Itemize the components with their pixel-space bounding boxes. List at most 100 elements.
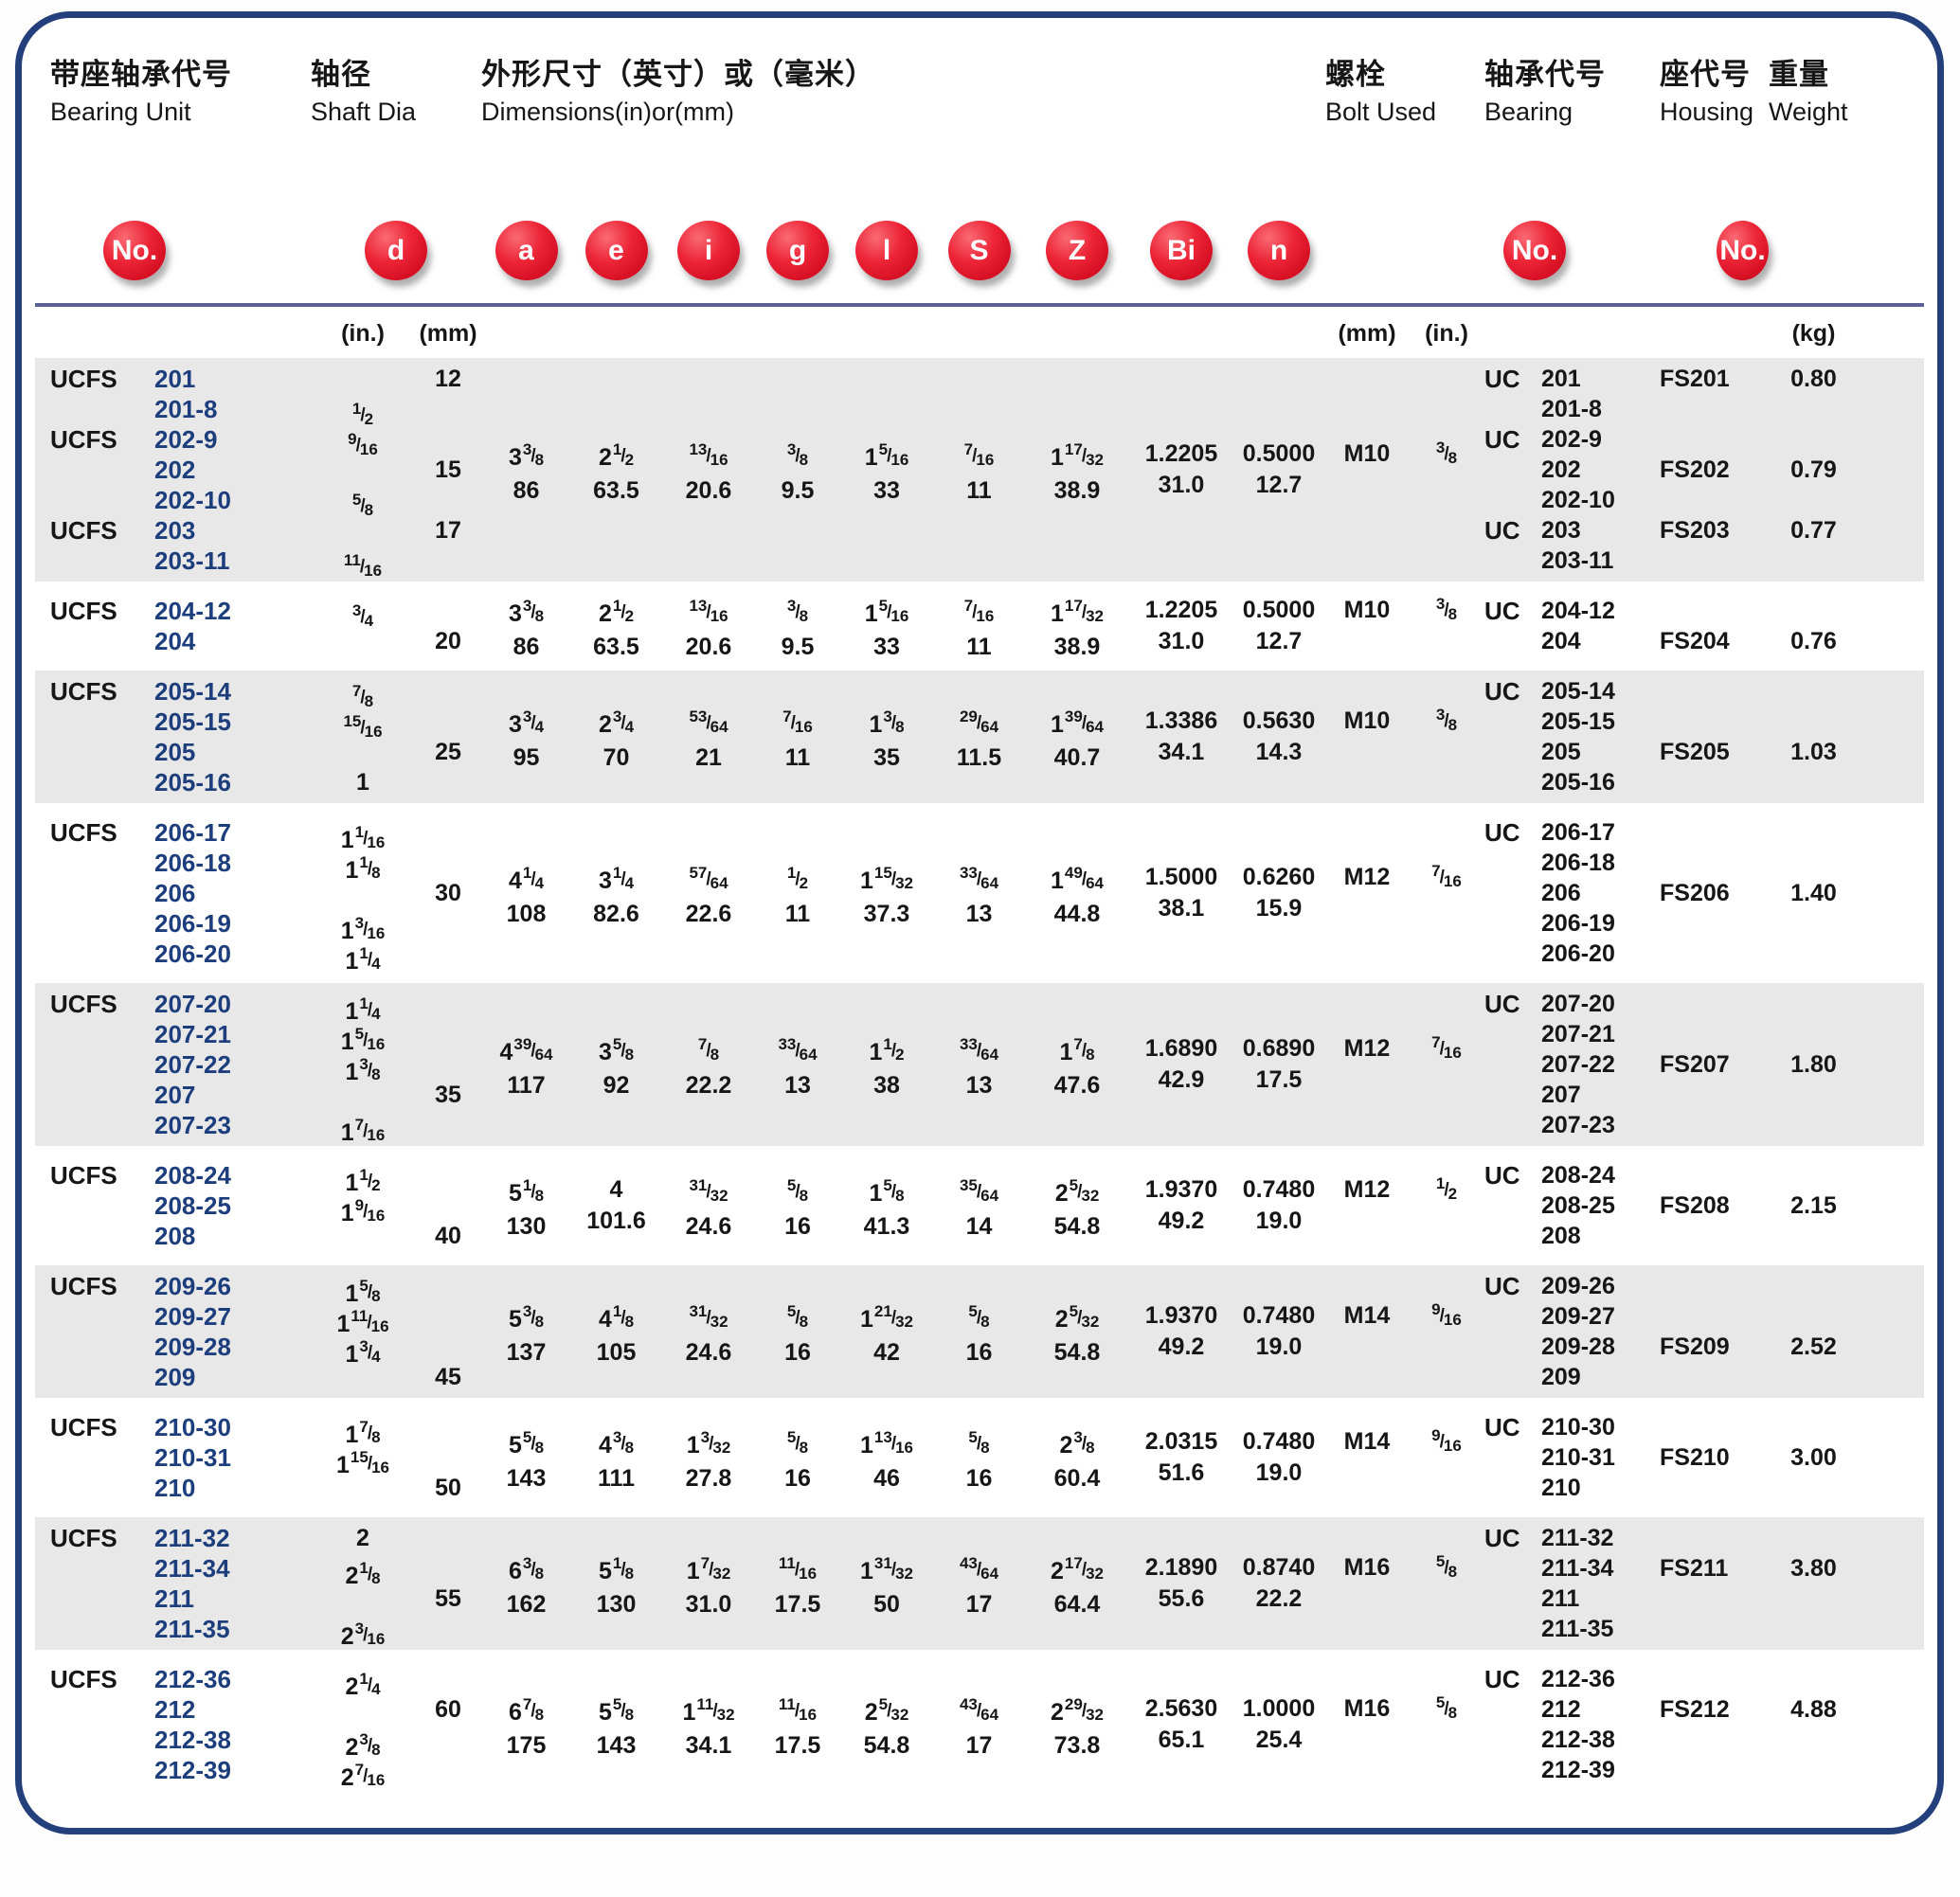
unit-number: 210-31 [154, 1443, 231, 1472]
bolt-size-in: 5/8 [1435, 1692, 1458, 1722]
shaft-dia-in: 11/8 [345, 853, 381, 884]
unit-number: 206 [154, 879, 196, 907]
unit-number: 206-19 [154, 909, 231, 938]
spec-block: UCFS 208-24 11/2 UC 208-24 208-25 19/16 208-25 F… [35, 1154, 1924, 1257]
bolt-size-in: 7/16 [1431, 861, 1462, 890]
bearing-number: 201 [1541, 366, 1581, 392]
shaft-dia-mm: 40 [435, 1223, 461, 1249]
unit-label-shaft-in: (in.) [341, 319, 385, 347]
bearing-number: 211-35 [1541, 1616, 1614, 1642]
unit-series-prefix: UCFS [50, 1524, 117, 1552]
dim-g: 1/2 11 [784, 863, 811, 927]
bearing-number: 207 [1541, 1082, 1581, 1108]
unit-number: 208 [154, 1222, 196, 1250]
bearing-number: 209-27 [1541, 1303, 1615, 1330]
shaft-dia-mm: 15 [435, 456, 461, 483]
spec-block: UCFS 201 12 UC 201 FS201 0.80 201-8 1/2 201-8 UCFS… [35, 358, 1924, 582]
dim-n: 0.7480 19.0 [1242, 1176, 1316, 1234]
unit-label-weight: (kg) [1791, 319, 1836, 347]
shaft-dia-in: 11/4 [345, 944, 381, 975]
shaft-dia-in: 21/8 [345, 1559, 381, 1589]
unit-series-prefix: UCFS [50, 1161, 117, 1190]
badge-cell: e [571, 221, 661, 280]
bearing-number: 210-31 [1541, 1444, 1615, 1471]
unit-number: 212-36 [154, 1665, 231, 1693]
shaft-dia-in: 23/16 [340, 1620, 386, 1650]
badge-bearing-no: No. [1503, 221, 1566, 280]
header-shaft-dia-zh: 轴径 [311, 58, 371, 91]
bearing-number: 208-24 [1541, 1162, 1615, 1189]
bearing-number: 206-19 [1541, 910, 1615, 937]
shaft-dia-in: 23/8 [345, 1730, 381, 1761]
unit-number: 208-24 [154, 1161, 231, 1190]
unit-number: 212 [154, 1695, 196, 1724]
dim-g: 5/8 16 [784, 1301, 811, 1366]
dim-S: 35/64 14 [959, 1175, 999, 1240]
badge-g: g [766, 221, 829, 280]
shaft-dia-mm: 55 [435, 1585, 461, 1612]
shaft-dia-in: 115/16 [335, 1448, 390, 1478]
bearing-number: 212-39 [1541, 1757, 1615, 1783]
bearing-number: 204-12 [1541, 598, 1615, 624]
bolt-size-in: 9/16 [1431, 1299, 1462, 1329]
bearing-number: 209 [1541, 1364, 1581, 1390]
weight-kg: 1.80 [1790, 1051, 1837, 1078]
bearing-number: 205-14 [1541, 678, 1615, 705]
unit-number: 201-8 [154, 395, 218, 423]
dim-i: 13/32 27.8 [685, 1427, 732, 1492]
dim-i: 17/32 31.0 [685, 1553, 732, 1618]
badge-cell: a [481, 221, 571, 280]
badge-cell: No. [50, 221, 311, 280]
shaft-dia-in: 3/4 [351, 601, 374, 630]
unit-series-prefix: UCFS [50, 1413, 117, 1441]
dim-e: 31/4 82.6 [593, 863, 639, 927]
unit-number: 202 [154, 456, 196, 484]
shaft-dia-mm: 60 [435, 1696, 461, 1723]
dim-l: 15/16 33 [864, 596, 909, 660]
shaft-dia-in: 13/16 [340, 914, 386, 944]
dim-S: 7/16 11 [963, 439, 995, 504]
spec-block: UCFS 210-30 17/8 UC 210-30 210-31 115/16 210-31… [35, 1406, 1924, 1509]
dim-n: 0.7480 19.0 [1242, 1428, 1316, 1486]
unit-number: 202-10 [154, 486, 231, 514]
unit-series-prefix: UCFS [50, 990, 117, 1018]
dim-Bi: 2.0315 51.6 [1144, 1428, 1218, 1486]
badge-housing-no: No. [1717, 221, 1769, 280]
dim-Z: 217/32 64.4 [1050, 1553, 1105, 1618]
dim-Z: 25/32 54.8 [1053, 1301, 1101, 1366]
bearing-series-prefix: UC [1484, 425, 1520, 454]
bearing-number: 210-30 [1541, 1414, 1615, 1441]
dim-n: 0.5630 14.3 [1242, 707, 1316, 765]
dim-S: 43/64 17 [959, 1694, 999, 1759]
bolt-size-mm: M14 [1343, 1427, 1391, 1455]
dim-Bi: 1.2205 31.0 [1144, 440, 1218, 498]
badge-bi: Bi [1150, 221, 1213, 280]
dim-Z: 139/64 40.7 [1050, 707, 1105, 771]
header-bearing-unit: 带座轴承代号 Bearing Unit [50, 56, 311, 130]
unit-number: 203 [154, 516, 196, 545]
shaft-dia-in: 17/8 [345, 1418, 381, 1448]
housing-number: FS202 [1660, 456, 1730, 483]
header-dimensions: 外形尺寸（英寸）或（毫米） Dimensions(in)or(mm) [481, 56, 1325, 130]
unit-number: 209 [154, 1363, 196, 1391]
dim-e: 35/8 92 [598, 1034, 635, 1099]
shaft-dia-in: 11/16 [340, 823, 386, 853]
dim-e: 55/8 143 [596, 1694, 637, 1759]
unit-number: 210-30 [154, 1413, 231, 1441]
housing-number: FS205 [1660, 739, 1730, 765]
bearing-number: 202 [1541, 456, 1581, 483]
bearing-number: 210 [1541, 1475, 1581, 1501]
dim-e: 21/2 63.5 [593, 596, 639, 660]
unit-number: 211-35 [154, 1615, 230, 1643]
header-shaft-dia: 轴径 Shaft Dia [311, 56, 481, 130]
dim-n: 0.7480 19.0 [1242, 1302, 1316, 1360]
unit-number: 204 [154, 627, 196, 655]
column-badges-row: No. d a e i g l S Z Bi n No. No. [35, 221, 1924, 280]
unit-number: 206-17 [154, 818, 231, 847]
bearing-number: 207-23 [1541, 1112, 1615, 1138]
dim-Bi: 2.1890 55.6 [1144, 1554, 1218, 1612]
header-bearing-zh: 轴承代号 [1484, 58, 1606, 91]
spec-block: UCFS 205-14 7/8 UC 205-14 205-15 15/16 205-15 20… [35, 671, 1924, 803]
bolt-size-in: 7/16 [1431, 1032, 1462, 1062]
badge-e: e [584, 221, 648, 280]
